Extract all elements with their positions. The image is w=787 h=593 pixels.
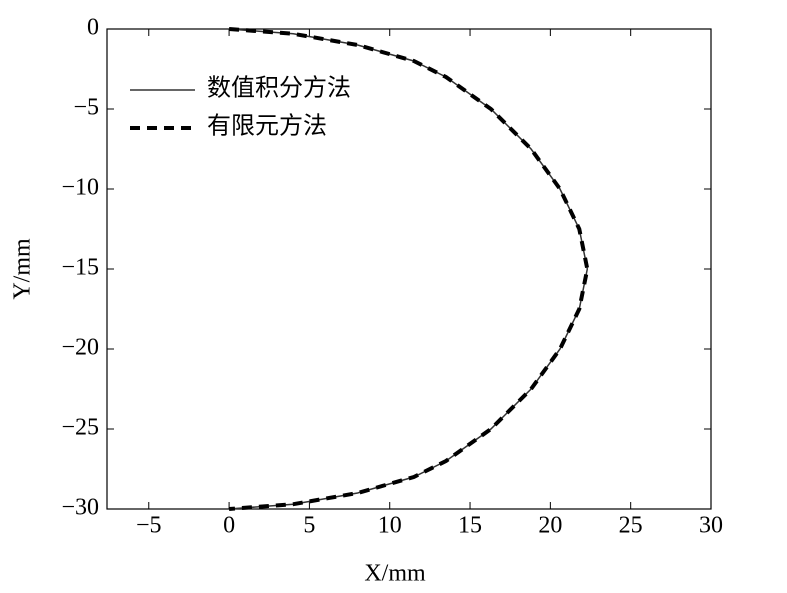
y-axis-label: Y/mm <box>10 238 36 300</box>
data-line <box>228 27 590 511</box>
y-tick-label: −30 <box>61 495 99 521</box>
x-tick-label: 5 <box>303 513 315 539</box>
legend-label: 有限元方法 <box>207 113 327 140</box>
y-tick-label: −10 <box>61 175 99 201</box>
y-tick-label: −15 <box>61 255 99 281</box>
legend-label: 数值积分方法 <box>207 75 351 102</box>
x-tick-label: 20 <box>538 513 562 539</box>
y-tick-label: 0 <box>87 15 99 41</box>
plot-frame <box>106 28 712 510</box>
x-tick-label: −5 <box>136 513 162 539</box>
x-tick-label: 0 <box>223 513 235 539</box>
y-tick-label: −20 <box>61 335 99 361</box>
x-tick-label: 25 <box>619 513 643 539</box>
x-tick-label: 15 <box>458 513 482 539</box>
x-tick-label: 10 <box>378 513 402 539</box>
x-axis-label: X/mm <box>364 561 426 587</box>
y-tick-label: −25 <box>61 415 99 441</box>
x-tick-label: 30 <box>699 513 723 539</box>
y-tick-label: −5 <box>73 95 99 121</box>
